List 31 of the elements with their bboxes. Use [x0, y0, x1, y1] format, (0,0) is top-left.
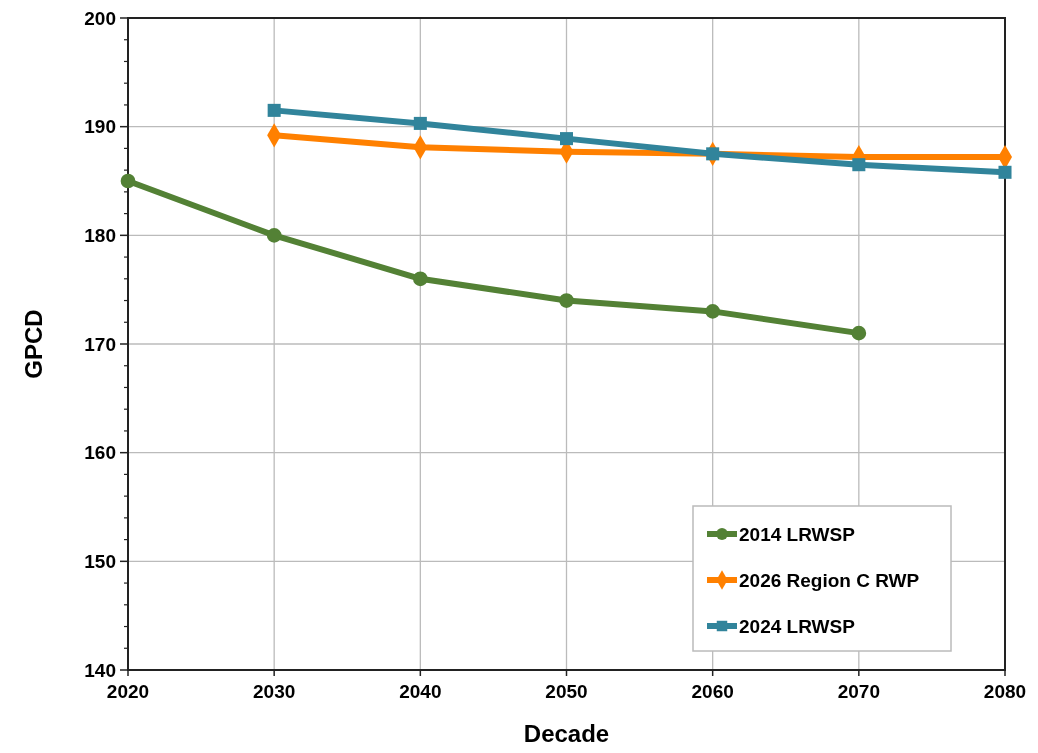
y-tick-label: 140 [84, 659, 116, 681]
point [413, 116, 427, 130]
legend-label: 2024 LRWSP [739, 615, 856, 637]
x-tick-label: 2080 [983, 681, 1027, 702]
point [266, 227, 282, 243]
point [559, 132, 574, 146]
point [267, 103, 281, 117]
x-tick-label: 2060 [691, 681, 734, 702]
point [998, 165, 1012, 179]
x-tick-label: 2050 [545, 681, 588, 702]
legend-label: 2014 LRWSP [739, 523, 856, 545]
x-tick-label: 2030 [253, 681, 296, 702]
y-tick-label: 180 [84, 224, 116, 246]
x-tick-label: 2040 [399, 681, 442, 702]
point [559, 293, 574, 308]
y-tick-label: 150 [84, 550, 116, 572]
x-tick-label: 2020 [106, 681, 150, 702]
y-tick-label: 170 [84, 333, 116, 355]
point [706, 147, 720, 161]
y-axis-title: GPCD [20, 309, 47, 379]
legend-label: 2026 Region C RWP [739, 569, 920, 591]
point [705, 304, 721, 319]
y-tick-label: 160 [84, 442, 116, 464]
point [852, 158, 866, 172]
x-tick-label: 2070 [837, 681, 880, 702]
point [120, 173, 136, 189]
point [412, 271, 428, 287]
x-axis-title: Decade [523, 720, 610, 747]
y-tick-label: 190 [84, 116, 116, 138]
point [851, 325, 867, 341]
y-tick-label: 200 [84, 7, 116, 29]
